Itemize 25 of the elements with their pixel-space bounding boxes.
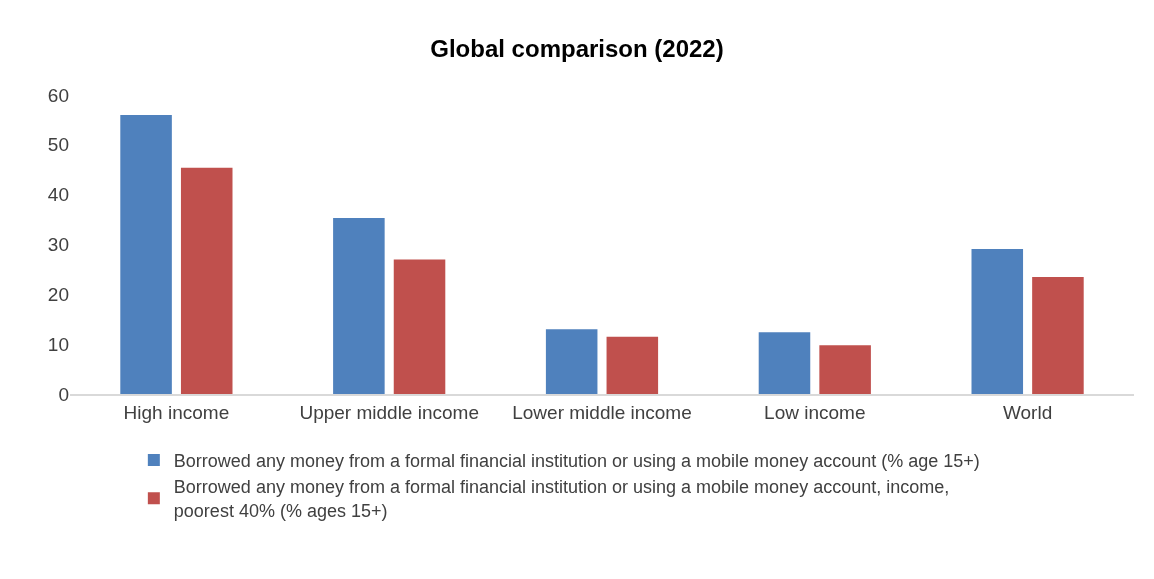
bar [333, 218, 385, 394]
y-tick-label: 10 [47, 333, 69, 355]
y-tick-label: 20 [47, 283, 69, 305]
bar [606, 336, 659, 394]
legend-label: Borrowed any money from a formal financial institution or using a mobile money account (% age 15+) [173, 451, 980, 472]
legend-label: Borrowed any money from a formal financial institution or using a mobile money account, income, poorest 40% (% ages 15+) [173, 477, 950, 521]
y-tick-label: 50 [47, 134, 69, 156]
y-tick-label: 0 [58, 383, 69, 405]
bar [120, 114, 172, 394]
y-tick-label: 30 [47, 234, 69, 256]
x-tick-label: High income [123, 401, 230, 423]
x-tick-label: Low income [764, 401, 866, 423]
x-tick-label: Lower middle income [512, 401, 692, 423]
chart-title: Global comparison (2022) [430, 35, 724, 63]
x-tick-label: World [1002, 401, 1053, 423]
bar [758, 332, 811, 394]
y-tick-label: 60 [47, 84, 69, 106]
bar [819, 345, 871, 394]
bar [393, 259, 446, 394]
x-tick-label: Upper middle income [299, 401, 479, 423]
bar [1032, 276, 1084, 394]
bar [180, 167, 233, 394]
y-tick-label: 40 [47, 184, 69, 206]
bar [545, 329, 598, 394]
bar [971, 248, 1024, 394]
